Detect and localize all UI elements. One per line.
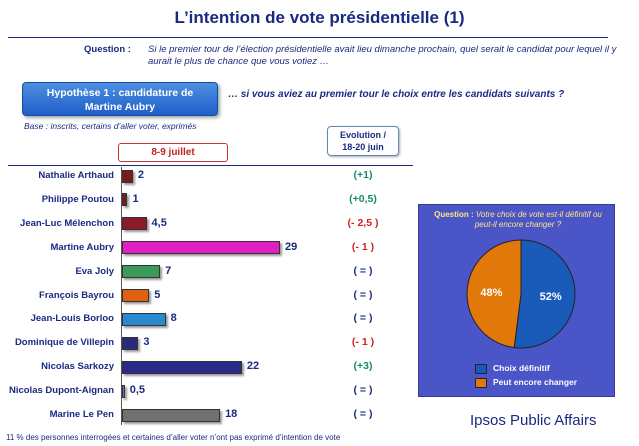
evolution-value: ( = ): [353, 384, 373, 397]
brand-logo-text: Ipsos Public Affairs: [470, 412, 597, 429]
legend-swatch: [475, 364, 487, 374]
candidate-label: Philippe Poutou: [41, 193, 114, 205]
evolution-value: (+3): [353, 360, 373, 373]
bar: [122, 360, 242, 374]
bar: [122, 193, 128, 207]
page-title: L’intention de vote présidentielle (1): [174, 8, 465, 27]
legend-label: Choix définitif: [493, 363, 550, 373]
bar-value-label: 2: [137, 169, 145, 181]
candidate-label: Martine Aubry: [50, 241, 114, 253]
bar-value-label: 29: [285, 240, 298, 253]
evolution-value: (- 1 ): [351, 240, 375, 253]
bar-value-label: 1: [132, 192, 139, 205]
pie-slice-label: 48%: [480, 287, 502, 299]
bar: [122, 265, 161, 279]
bar: [122, 217, 147, 231]
bar-value-label: 0,5: [129, 384, 146, 397]
pie-slice: [466, 239, 522, 349]
evolution-value: (- 1 ): [351, 336, 375, 349]
bar-value-label: 3: [143, 336, 150, 349]
bar: [122, 289, 150, 302]
evolution-header-line-1: Evolution /: [340, 130, 386, 140]
candidate-label: Eva Joly: [75, 265, 114, 277]
evolution-value: (- 2,5 ): [347, 216, 379, 229]
bar-chart: Nathalie Arthaud 2 (+1) Philippe Poutou 1 (+0…: [8, 169, 379, 422]
hypothesis-line-2: Martine Aubry: [84, 101, 156, 113]
bar: [122, 336, 139, 350]
hypothesis-subtitle: … si vous aviez au premier tour le choix…: [228, 89, 565, 100]
candidate-label: Dominique de Villepin: [14, 337, 114, 349]
evolution-value: (+0,5): [349, 192, 377, 205]
candidate-label: Nathalie Arthaud: [38, 170, 114, 181]
legend-label: Peut encore changer: [493, 377, 578, 387]
candidate-label: Nicolas Dupont-Aignan: [8, 385, 114, 397]
bar: [122, 384, 125, 398]
candidate-label: François Bayrou: [39, 289, 114, 301]
title-divider: [8, 37, 608, 38]
hypothesis-line-1: Hypothèse 1 : candidature de: [46, 87, 194, 99]
question-label: Question :: [84, 44, 131, 55]
bar-value-label: 5: [154, 288, 161, 301]
evolution-header: Evolution / 18-20 juin: [327, 126, 399, 156]
evolution-header-line-2: 18-20 juin: [342, 142, 384, 152]
evolution-value: (+1): [353, 169, 373, 181]
pie-chart: 52% 48%: [466, 239, 576, 349]
pie-slice: [513, 239, 576, 349]
bar: [122, 408, 221, 422]
candidate-label: Jean-Luc Mélenchon: [20, 217, 114, 229]
bar: [122, 312, 166, 326]
bar-value-label: 7: [165, 264, 172, 277]
candidate-label: Nicolas Sarkozy: [41, 361, 114, 373]
bar-axis: [121, 167, 122, 425]
chart-divider: [8, 165, 413, 166]
date-label: 8-9 juillet: [118, 143, 228, 162]
pie-slice-label: 52%: [540, 291, 562, 303]
evolution-value: ( = ): [353, 288, 373, 301]
footnote: 11 % des personnes interrogées et certai…: [6, 433, 341, 442]
bar-value-label: 4,5: [151, 216, 167, 229]
candidate-label: Marine Le Pen: [49, 409, 114, 420]
evolution-value: ( = ): [353, 312, 373, 325]
evolution-value: ( = ): [353, 264, 373, 277]
pie-question-label: Question :: [434, 210, 474, 219]
legend-swatch: [475, 378, 487, 388]
bar-value-label: 18: [225, 408, 238, 420]
pie-question-text: Votre choix de vote est-il définitif ou …: [474, 210, 602, 229]
evolution-value: ( = ): [353, 408, 373, 420]
pie-question: Question : Votre choix de vote est-il dé…: [424, 210, 612, 230]
bar: [122, 169, 133, 183]
bar: [122, 241, 280, 255]
base-note: Base : inscrits, certains d’aller voter,…: [24, 121, 197, 131]
bar-value-label: 22: [246, 360, 260, 373]
hypothesis-box: Hypothèse 1 : candidature de Martine Aub…: [22, 82, 218, 116]
bar-value-label: 8: [170, 312, 177, 325]
candidate-label: Jean-Louis Borloo: [30, 313, 114, 325]
question-text: Si le premier tour de l’élection préside…: [148, 44, 617, 67]
